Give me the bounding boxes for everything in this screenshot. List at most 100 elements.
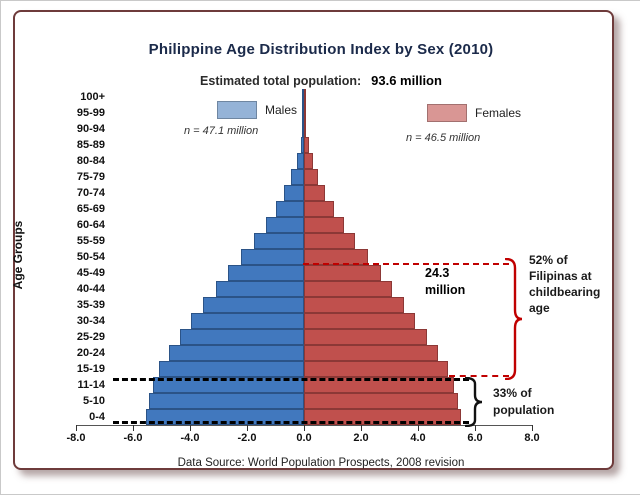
callout-line: million: [425, 283, 466, 297]
female-bar: [304, 201, 334, 217]
subtitle-label: Estimated total population:: [200, 74, 362, 88]
male-bar: [302, 105, 304, 121]
male-bar: [152, 377, 304, 393]
pyramid-row-45-49: [76, 265, 532, 281]
pyramid-row-95-99: [76, 105, 532, 121]
pyramid-row-40-44: [76, 281, 532, 297]
childbearing-label-line: Filipinas at: [529, 269, 592, 283]
female-bar: [304, 137, 309, 153]
childbearing-value-callout: 24.3 million: [425, 265, 465, 299]
female-bar: [304, 121, 307, 137]
childbearing-dashed-line-bottom: [449, 375, 509, 377]
pyramid-row-90-94: [76, 121, 532, 137]
female-bar: [304, 345, 438, 361]
female-bar: [304, 265, 381, 281]
chart-subtitle: Estimated total population: 93.6 million: [1, 73, 640, 88]
childbearing-label-line: age: [529, 301, 550, 315]
subtitle-value: 93.6 million: [371, 73, 442, 88]
pyramid-row-30-34: [76, 313, 532, 329]
pyramid-row-100+: [76, 89, 532, 105]
childbearing-label-line: childbearing: [529, 285, 601, 299]
age-group-label: 90-94: [76, 123, 105, 135]
age-group-label: 30-34: [76, 315, 105, 327]
age-group-label: 95-99: [76, 107, 105, 119]
female-legend-label: Females: [475, 106, 522, 120]
data-source: Data Source: World Population Prospects,…: [177, 457, 465, 469]
population-brace: [465, 377, 483, 427]
pyramid-row-60-64: [76, 217, 532, 233]
legend-females: Females: [427, 104, 521, 122]
male-bar: [296, 153, 304, 169]
female-bar: [304, 281, 393, 297]
female-bar: [304, 217, 344, 233]
population-dashed-line-top: [113, 378, 469, 381]
chart-title: Philippine Age Distribution Index by Sex…: [148, 41, 494, 58]
male-bar: [191, 313, 304, 329]
childbearing-label-line: 52% of: [529, 253, 568, 267]
pyramid-row-15-19: [76, 361, 532, 377]
age-group-label: 40-44: [76, 283, 105, 295]
age-axis-labels: 100+ 95-99 90-94 85-89 80-84 75-79 70-74 65-69 6…: [37, 89, 105, 425]
age-group-label: 75-79: [76, 171, 105, 183]
female-bar: [304, 297, 404, 313]
age-group-label: 60-64: [76, 219, 105, 231]
age-group-label: 35-39: [76, 299, 105, 311]
population-label: 33% of population: [493, 385, 554, 419]
female-bar: [304, 361, 448, 377]
population-label-line: 33% of: [493, 386, 532, 400]
male-bar: [228, 265, 304, 281]
female-bar: [304, 153, 313, 169]
male-bar: [300, 137, 304, 153]
pyramid-row-70-74: [76, 185, 532, 201]
male-bar: [284, 185, 304, 201]
pyramid-row-75-79: [76, 169, 532, 185]
female-bar: [304, 329, 427, 345]
male-bar: [254, 233, 304, 249]
age-group-label: 80-84: [76, 155, 105, 167]
male-bar: [291, 169, 304, 185]
pyramid-row-5-10: [76, 393, 532, 409]
female-bar: [304, 393, 458, 409]
childbearing-label: 52% of Filipinas at childbearing age: [529, 252, 600, 316]
callout-line: 24.3: [425, 266, 450, 280]
male-n-label: n = 47.1 million: [184, 125, 259, 137]
population-label-line: population: [493, 403, 555, 417]
population-dashed-line-bottom: [113, 421, 469, 424]
female-bar: [304, 169, 319, 185]
female-swatch: [427, 104, 467, 122]
legend-males: Males: [217, 101, 297, 119]
female-bar: [304, 313, 416, 329]
age-group-label: 25-29: [76, 331, 105, 343]
y-axis-title: Age Groups: [11, 220, 25, 290]
male-bar: [275, 201, 304, 217]
age-group-label: 20-24: [76, 347, 105, 359]
childbearing-dashed-line-top: [303, 263, 509, 265]
male-legend-label: Males: [265, 103, 298, 117]
male-bar: [148, 393, 304, 409]
age-group-label: 100+: [80, 91, 105, 103]
age-group-label: 50-54: [76, 251, 105, 263]
male-bar: [241, 249, 304, 265]
pyramid-row-65-69: [76, 201, 532, 217]
female-bar: [304, 105, 306, 121]
pyramid-row-80-84: [76, 153, 532, 169]
female-bar: [304, 89, 306, 105]
male-bar: [168, 345, 304, 361]
male-bar: [302, 121, 304, 137]
pyramid-row-85-89: [76, 137, 532, 153]
age-group-label: 45-49: [76, 267, 105, 279]
pyramid-row-50-54: [76, 249, 532, 265]
age-group-label: 15-19: [76, 363, 105, 375]
pyramid-plot: [76, 89, 532, 426]
age-group-label: 85-89: [76, 139, 105, 151]
male-bar: [265, 217, 304, 233]
female-bar: [304, 233, 356, 249]
pyramid-row-35-39: [76, 297, 532, 313]
male-swatch: [217, 101, 257, 119]
male-bar: [302, 89, 304, 105]
pyramid-row-25-29: [76, 329, 532, 345]
age-group-label: 55-59: [76, 235, 105, 247]
female-n-label: n = 46.5 million: [406, 132, 481, 144]
pyramid-row-20-24: [76, 345, 532, 361]
